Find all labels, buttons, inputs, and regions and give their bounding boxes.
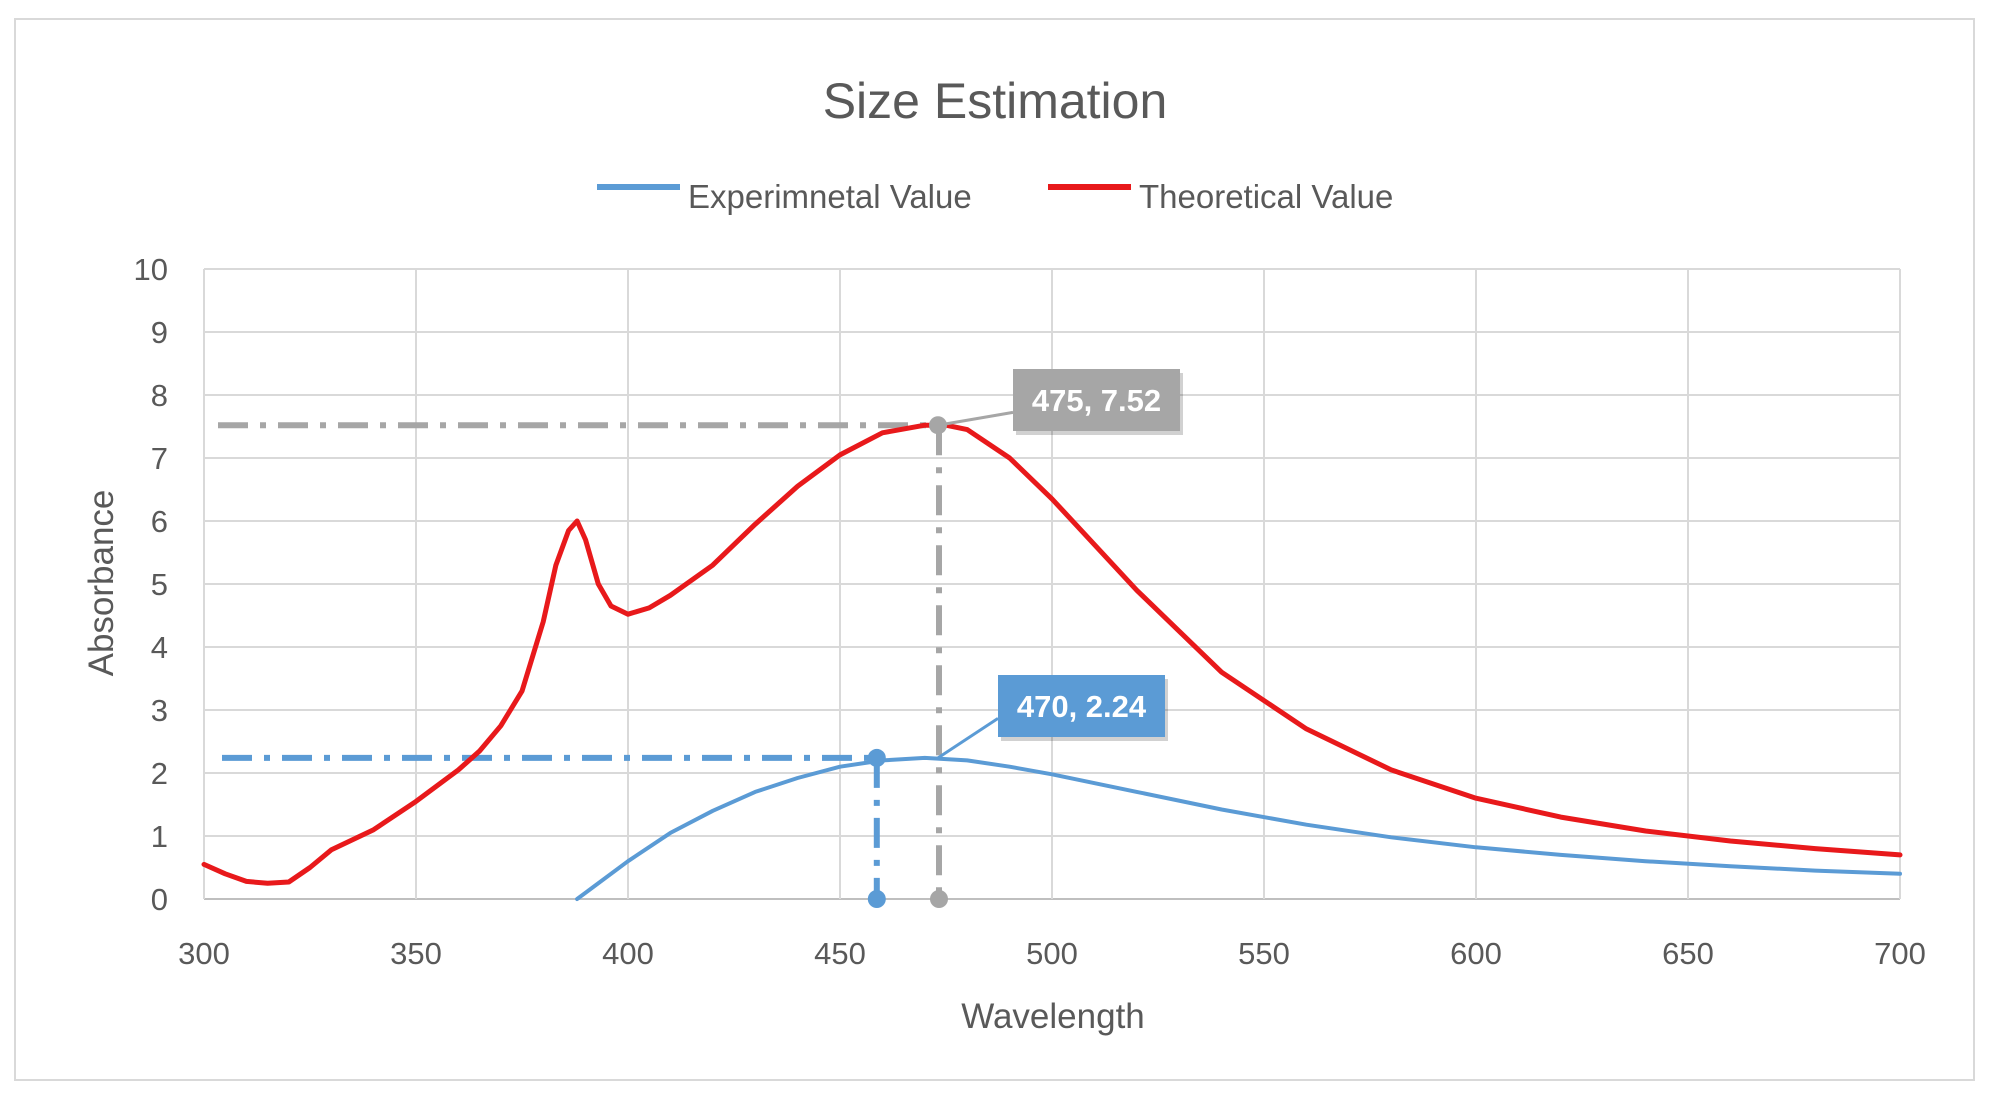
x-tick-label: 600 (1450, 936, 1502, 971)
x-tick-label: 650 (1662, 936, 1714, 971)
y-tick-label: 4 (151, 630, 168, 665)
legend-experimental-label: Experimnetal Value (688, 178, 972, 215)
x-tick-label: 350 (390, 936, 442, 971)
x-tick-label: 450 (814, 936, 866, 971)
chart-frame (14, 18, 1975, 1081)
y-tick-label: 7 (151, 441, 168, 476)
theoretical-callout-label: 475, 7.52 (1032, 383, 1161, 418)
experimental-peak-marker (867, 748, 886, 767)
x-tick-label: 550 (1238, 936, 1290, 971)
x-tick-label: 400 (602, 936, 654, 971)
legend: Experimnetal Value Theoretical Value (597, 178, 1393, 215)
y-tick-label: 9 (151, 315, 168, 350)
y-tick-label: 1 (151, 819, 168, 854)
guide-lines (218, 422, 942, 899)
grid (203, 268, 1901, 900)
y-tick-label: 8 (151, 378, 168, 413)
experimental-callout-leader (937, 717, 999, 760)
y-tick-label: 5 (151, 567, 168, 602)
y-tick-label: 6 (151, 504, 168, 539)
chart-title: Size Estimation (823, 73, 1168, 129)
y-tick-label: 2 (151, 756, 168, 791)
x-axis-title: Wavelength (961, 997, 1145, 1036)
legend-theoretical-label: Theoretical Value (1139, 178, 1393, 215)
y-axis-title: Absorbance (82, 490, 121, 677)
series-lines (201, 422, 1903, 901)
y-tick-label: 0 (151, 882, 168, 917)
theoretical-axis-marker (930, 890, 948, 908)
experimental-series-line (575, 755, 1902, 901)
x-tick-label: 500 (1026, 936, 1078, 971)
annotation-callouts: 475, 7.52 470, 2.24 (937, 369, 1183, 760)
y-tick-label: 3 (151, 693, 168, 728)
theoretical-callout-leader (937, 410, 1014, 427)
theoretical-series-line (201, 422, 1903, 886)
x-tick-labels: 300 350 400 450 500 550 600 650 700 (178, 936, 1926, 971)
y-tick-label: 10 (134, 252, 168, 287)
x-tick-label: 700 (1874, 936, 1926, 971)
experimental-callout-label: 470, 2.24 (1017, 689, 1147, 724)
theoretical-callout-box (1013, 369, 1180, 431)
y-tick-labels: 0 1 2 3 4 5 6 7 8 9 10 (134, 252, 168, 917)
experimental-axis-marker (867, 890, 886, 908)
x-tick-label: 300 (178, 936, 230, 971)
annotation-markers (867, 416, 948, 908)
experimental-callout-box (998, 675, 1165, 737)
